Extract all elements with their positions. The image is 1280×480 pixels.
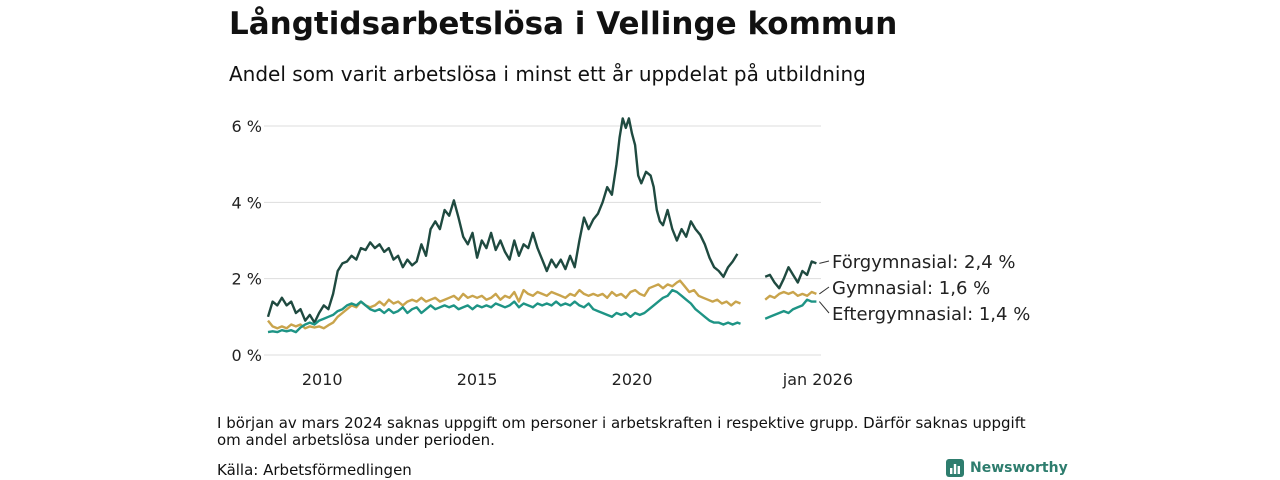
x-tick-label: 2020 <box>612 370 653 389</box>
x-tick-label: 2015 <box>457 370 498 389</box>
series-label: Gymnasial: 1,6 % <box>832 278 990 299</box>
footnote: I början av mars 2024 saknas uppgift om … <box>217 414 1026 449</box>
series-line-eftergymnasial <box>267 288 817 334</box>
series-label: Förgymnasial: 2,4 % <box>832 252 1016 273</box>
brand-name: Newsworthy <box>970 460 1068 476</box>
chart-title: Långtidsarbetslösa i Vellinge kommun <box>229 6 898 42</box>
y-tick-label: 6 % <box>232 117 262 136</box>
source-credit: Källa: Arbetsförmedlingen <box>217 461 412 479</box>
x-tick-label: jan 2026 <box>782 370 853 389</box>
chart-subtitle: Andel som varit arbetslösa i minst ett å… <box>229 62 866 86</box>
label-leader <box>819 260 830 264</box>
x-tick-label: 2010 <box>302 370 343 389</box>
y-tick-label: 4 % <box>232 193 262 212</box>
bar-chart-logo-icon <box>946 459 964 477</box>
series-label: Eftergymnasial: 1,4 % <box>832 304 1030 325</box>
label-leader <box>819 286 830 295</box>
brand-logo[interactable]: Newsworthy <box>946 459 1068 477</box>
y-tick-label: 0 % <box>232 346 262 365</box>
label-leader <box>818 301 830 314</box>
series-line-gymnasial <box>267 279 817 330</box>
line-chart: 0 % 2 % 4 % 6 % 2010 2015 2020 jan 2026 Förgymna… <box>232 117 1031 389</box>
series-line-förgymnasial <box>266 117 817 324</box>
y-tick-label: 2 % <box>232 270 262 289</box>
